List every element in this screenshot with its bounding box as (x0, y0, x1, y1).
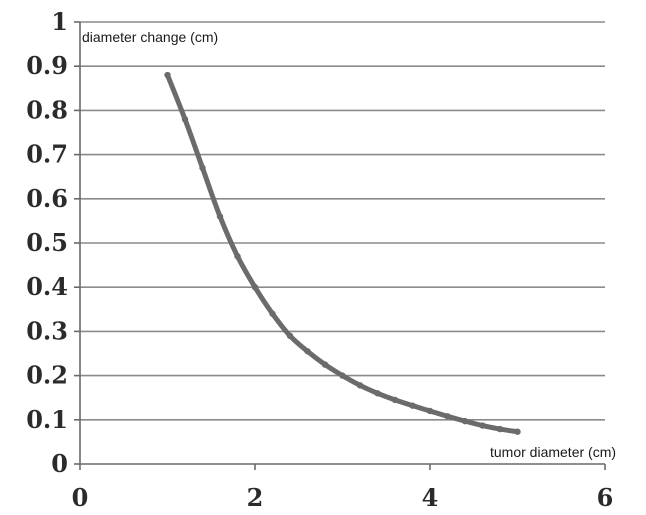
y-tick-label-8: 0.8 (26, 95, 68, 124)
series-0-point-8 (304, 348, 311, 355)
y-tick-label-3: 0.3 (26, 316, 68, 345)
series-0-point-17 (461, 417, 469, 425)
y-tick-label-0: 0 (51, 449, 68, 478)
y-tick-label-1: 0.1 (26, 405, 68, 434)
series-0-point-4 (234, 253, 241, 260)
series-0-point-6 (269, 310, 276, 317)
series-0-point-18 (479, 422, 486, 429)
x-tick-labels: 0 2 4 6 (72, 483, 614, 512)
axes (74, 21, 606, 470)
series-0-point-19 (496, 425, 504, 433)
y-tick-label-7: 0.7 (26, 140, 68, 169)
series-0-point-13 (391, 396, 399, 404)
series-0-point-1 (181, 116, 189, 123)
x-tick-label-1: 2 (247, 483, 264, 512)
series-0-point-14 (409, 402, 416, 409)
series-0-point-3 (216, 213, 224, 220)
series-0-point-10 (339, 372, 346, 379)
series-0-point-20 (514, 428, 521, 435)
series-0-point-12 (374, 390, 381, 397)
x-axis-label: tumor diameter (cm) (490, 444, 616, 460)
series-0-point-7 (286, 332, 294, 340)
series (164, 71, 521, 435)
y-axis-label: diameter change (cm) (82, 29, 218, 45)
x-tick-label-2: 4 (422, 483, 439, 512)
y-tick-label-9: 0.9 (26, 51, 68, 80)
y-tick-label-6: 0.6 (26, 184, 68, 213)
x-tick-label-0: 0 (72, 483, 89, 512)
series-0-point-11 (356, 382, 364, 389)
y-tick-label-2: 0.2 (26, 361, 68, 390)
series-0-point-0 (164, 71, 171, 79)
grid-lines (80, 21, 605, 421)
y-tick-label-4: 0.4 (26, 272, 68, 301)
y-tick-label-10: 1 (51, 7, 68, 36)
series-0-point-2 (199, 164, 206, 172)
y-tick-labels: 0 0.1 0.2 0.3 0.4 0.5 0.6 0.7 0.8 0.9 1 (26, 7, 68, 478)
series-0-point-16 (444, 413, 451, 420)
x-tick-label-3: 6 (597, 483, 614, 512)
series-0-point-9 (321, 361, 329, 368)
y-tick-label-5: 0.5 (26, 228, 68, 257)
series-0-point-5 (251, 284, 259, 291)
series-0-point-15 (426, 407, 434, 415)
